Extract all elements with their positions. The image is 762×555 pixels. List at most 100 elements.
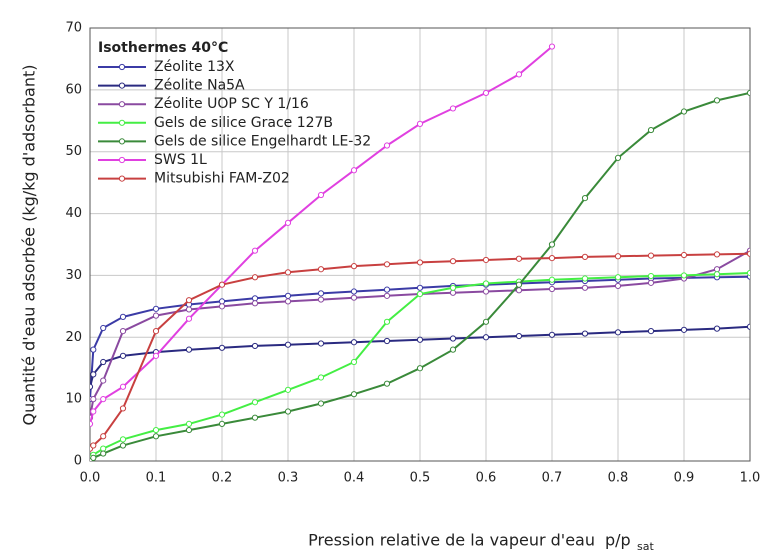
data-point [548, 43, 556, 50]
data-point [581, 253, 589, 260]
data-point [119, 328, 127, 335]
data-point [185, 346, 193, 353]
data-point [185, 297, 193, 304]
data-point [713, 325, 721, 332]
data-point [317, 290, 325, 297]
data-point [350, 167, 358, 174]
data-point [218, 303, 226, 310]
data-point [284, 269, 292, 276]
data-point [515, 71, 523, 78]
data-point [90, 371, 97, 378]
data-point [317, 340, 325, 347]
legend-label: Zéolite Na5A [154, 78, 245, 94]
data-point [416, 336, 424, 343]
data-point [90, 454, 97, 461]
data-point [515, 281, 523, 288]
x-axis-label: Pression relative de la vapeur d'eau [308, 531, 595, 550]
data-point [548, 276, 556, 283]
plot [90, 43, 750, 461]
data-point [647, 252, 655, 259]
data-point [614, 282, 622, 290]
data-point [383, 380, 391, 387]
legend-marker [118, 138, 126, 145]
legend-label: Mitsubishi FAM-Z02 [154, 171, 290, 187]
data-point [548, 241, 556, 248]
y-tick-label: 30 [65, 268, 82, 283]
data-point [416, 120, 424, 127]
data-point [746, 269, 750, 277]
x-tick-label: 0.8 [608, 471, 629, 486]
data-point [317, 266, 325, 273]
data-point [317, 296, 325, 303]
y-tick-label: 70 [65, 21, 82, 36]
data-point [90, 442, 97, 449]
data-point [350, 288, 358, 295]
data-point [90, 396, 97, 403]
data-point [218, 411, 226, 418]
x-tick-label: 0.4 [344, 471, 365, 486]
y-tick-label: 40 [65, 206, 82, 221]
legend-marker [118, 119, 126, 126]
data-point [100, 450, 107, 457]
data-point [90, 408, 97, 415]
data-point [548, 255, 556, 262]
data-point [284, 298, 292, 305]
y-tick-label: 0 [74, 454, 82, 469]
data-point [284, 386, 292, 393]
data-point [284, 341, 292, 348]
data-point [416, 259, 424, 266]
data-point [713, 266, 721, 273]
data-point [350, 263, 358, 270]
y-tick-label: 50 [65, 144, 82, 159]
data-point [185, 306, 193, 313]
data-point [119, 436, 127, 443]
data-point [482, 318, 490, 325]
y-axis-label: Quantité d'eau adsorbée (kg/kg d'adsorba… [20, 64, 39, 425]
data-point [647, 126, 655, 134]
data-point [119, 313, 127, 320]
legend-label: SWS 1L [154, 152, 207, 168]
data-point [713, 251, 721, 258]
data-point [100, 358, 107, 366]
data-point [284, 292, 292, 299]
data-point [185, 426, 193, 434]
data-point [350, 358, 358, 366]
data-point [383, 142, 391, 149]
data-point [482, 280, 490, 287]
data-point [350, 294, 358, 301]
x-axis-symbol: p/p [605, 531, 631, 550]
data-point [100, 324, 107, 332]
data-point [449, 284, 457, 291]
data-point [152, 433, 160, 440]
data-point [515, 287, 523, 294]
data-point [251, 300, 259, 307]
data-point [746, 250, 750, 257]
data-point [100, 445, 107, 452]
data-point [152, 328, 160, 335]
y-tick-label: 20 [65, 330, 82, 345]
data-point [251, 342, 259, 350]
legend-marker [118, 156, 126, 164]
data-point [100, 433, 107, 440]
legend-marker [118, 82, 126, 89]
x-tick-label: 1.0 [740, 471, 761, 486]
data-point [680, 108, 688, 115]
data-point [100, 377, 107, 384]
y-tick-label: 10 [65, 392, 82, 407]
data-point [449, 289, 457, 296]
x-tick-label: 0.2 [212, 471, 233, 486]
x-tick-label: 0.7 [542, 471, 563, 486]
data-point [746, 89, 750, 97]
data-point [482, 256, 490, 264]
data-point [647, 328, 655, 335]
data-point [581, 275, 589, 282]
data-point [152, 352, 160, 359]
data-point [416, 284, 424, 291]
data-point [251, 399, 259, 406]
data-point [581, 330, 589, 337]
data-point [152, 305, 160, 312]
legend-label: Zéolite UOP SC Y 1/16 [154, 96, 309, 112]
data-point [350, 339, 358, 346]
data-point [416, 365, 424, 372]
